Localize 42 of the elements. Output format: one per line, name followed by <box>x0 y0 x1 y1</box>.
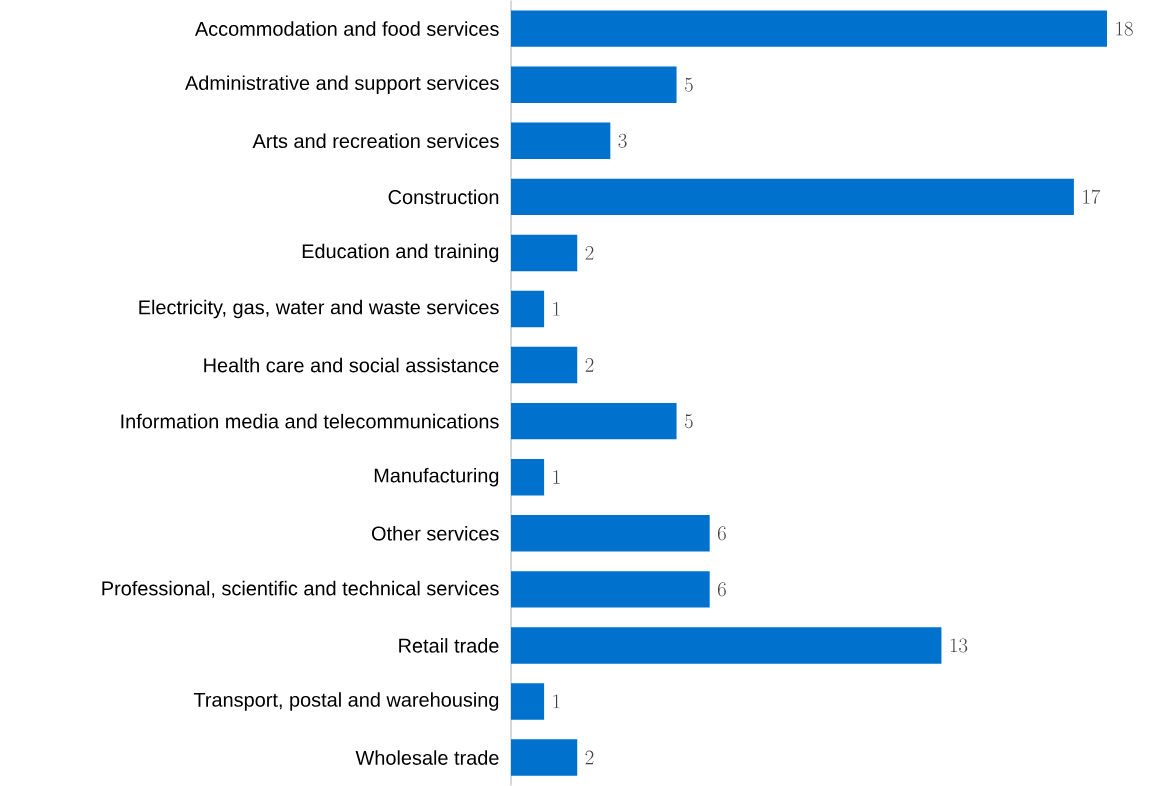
y-tick-label: Retail trade <box>399 638 499 653</box>
bar <box>511 458 545 496</box>
y-tick-label: Other services <box>371 525 499 541</box>
bar <box>511 290 545 328</box>
data-label: 5 <box>684 414 693 429</box>
y-tick-label: Manufacturing <box>374 467 499 487</box>
data-label: 17 <box>1083 189 1101 204</box>
data-label: 2 <box>585 750 594 765</box>
bar <box>511 514 710 552</box>
y-tick-label: Accommodation and food services <box>194 21 499 36</box>
data-label: 2 <box>585 357 594 372</box>
data-label: 13 <box>950 638 968 653</box>
bar <box>511 683 545 720</box>
y-tick-label: Administrative and support services <box>185 75 499 94</box>
bar <box>511 178 1074 215</box>
data-label: 18 <box>1116 21 1133 36</box>
y-tick-label: Construction <box>388 189 499 205</box>
y-tick-label: Education and training <box>302 243 499 263</box>
bar <box>511 627 942 664</box>
y-tick-label: Wholesale trade <box>355 750 499 765</box>
bar <box>511 122 611 159</box>
data-label: 3 <box>618 133 627 148</box>
data-label: 1 <box>553 470 560 484</box>
bar <box>511 66 677 103</box>
y-tick-label: Electricity, gas, water and waste services <box>139 299 499 319</box>
data-label: 2 <box>585 245 594 260</box>
bar <box>511 571 710 608</box>
y-tick-label: Health care and social assistance <box>204 357 499 373</box>
data-label: 5 <box>684 77 693 92</box>
y-tick-label: Transport, postal and warehousing <box>193 692 499 711</box>
bar <box>511 234 578 272</box>
bar <box>511 402 677 440</box>
data-label: 1 <box>553 694 560 709</box>
bar <box>511 346 578 384</box>
y-tick-label: Professional, scientific and technical services <box>102 580 499 598</box>
y-tick-label: Information media and telecommunications <box>121 413 499 429</box>
bar <box>511 739 578 776</box>
data-label: 6 <box>717 582 726 597</box>
bar <box>511 10 1108 47</box>
y-tick-label: Arts and recreation services <box>252 133 499 148</box>
data-label: 6 <box>717 526 726 541</box>
data-label: 1 <box>553 301 560 316</box>
